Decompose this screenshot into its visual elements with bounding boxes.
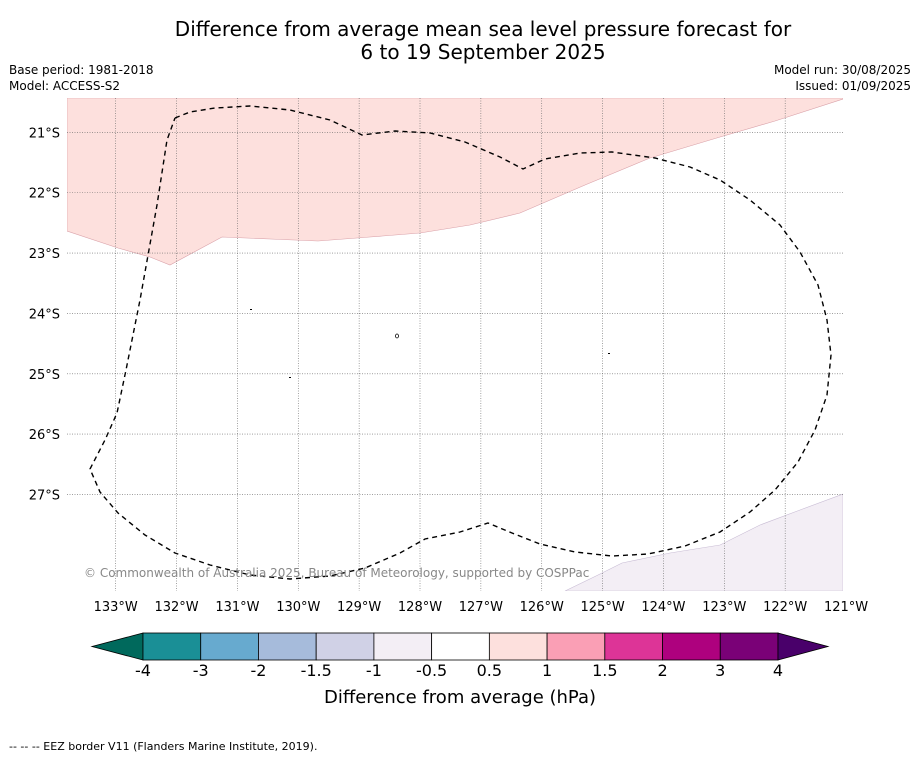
colorbar-tick-labels: -4 -3 -2 -1.5 -1 -0.5 0.5 1 1.5 2 3 4 [135, 661, 783, 680]
longitude-label: 127°W [459, 600, 503, 615]
latitude-label: 26°S [29, 428, 60, 443]
colorbar-cell [662, 632, 721, 661]
model-run: Model run: 30/08/2025 [773, 63, 911, 77]
colorbar-cell [200, 632, 259, 661]
colorbar-tick-label: 1 [542, 661, 552, 680]
model-name: Model: ACCESS-S2 [9, 79, 121, 93]
colorbar-tick-label: -2 [250, 661, 266, 680]
longitude-label: 125°W [581, 600, 625, 615]
colorbar-cell [315, 632, 375, 661]
colorbar-tick-label: -1 [366, 661, 382, 680]
colorbar-tick-label: 4 [773, 661, 783, 680]
eez-footnote: -- -- -- EEZ border V11 (Flanders Marine… [9, 740, 318, 753]
longitude-label: 121°W [824, 600, 868, 615]
latitude-label: 24°S [29, 307, 60, 322]
longitude-label: 131°W [215, 600, 259, 615]
colorbar-cell [373, 632, 433, 661]
island-mark [608, 353, 610, 354]
colorbar-cell [546, 632, 606, 661]
title-line-1: Difference from average mean sea level p… [174, 17, 792, 41]
colorbar-cells [142, 632, 779, 661]
latitude-label: 27°S [29, 488, 60, 503]
metadata-left: Base period: 1981-2018 Model: ACCESS-S2 [9, 62, 154, 94]
colorbar-tick-label: 1.5 [592, 661, 617, 680]
colorbar-tick-label: 0.5 [477, 661, 502, 680]
latitude-label: 25°S [29, 368, 60, 383]
island-mark [289, 377, 291, 378]
colorbar-cell [719, 632, 779, 661]
title-line-2: 6 to 19 September 2025 [360, 40, 606, 64]
longitude-label: 130°W [276, 600, 320, 615]
colorbar-label: Difference from average (hPa) [324, 687, 596, 708]
colorbar-tick-label: -3 [193, 661, 209, 680]
colorbar-cell [258, 632, 317, 661]
island-mark [395, 333, 399, 339]
issued-date: Issued: 01/09/2025 [795, 79, 911, 93]
latitude-label: 21°S [29, 126, 60, 141]
longitude-label: 126°W [520, 600, 564, 615]
longitude-label: 124°W [641, 600, 685, 615]
graticule [67, 98, 843, 591]
longitude-label: 132°W [154, 600, 198, 615]
metadata-right: Model run: 30/08/2025 Issued: 01/09/2025 [774, 62, 911, 94]
base-period: Base period: 1981-2018 [9, 63, 154, 77]
eez-border [89, 105, 832, 580]
colorbar-under-arrow [90, 632, 144, 661]
longitude-label: 129°W [337, 600, 381, 615]
latitude-labels: 21°S 22°S 23°S 24°S 25°S 26°S 27°S [29, 126, 60, 503]
colorbar-cell [604, 632, 663, 661]
colorbar-tick-label: -4 [135, 661, 151, 680]
longitude-label: 122°W [763, 600, 807, 615]
colorbar-over-arrow [777, 632, 830, 661]
colorbar: -4 -3 -2 -1.5 -1 -0.5 0.5 1 1.5 2 3 4 Difference fr… [90, 632, 830, 708]
longitude-label: 133°W [94, 600, 138, 615]
negative-anomaly-region [564, 493, 843, 591]
latitude-label: 23°S [29, 247, 60, 262]
colorbar-tick-label: -1.5 [301, 661, 332, 680]
latitude-label: 22°S [29, 187, 60, 202]
colorbar-cell [142, 632, 202, 661]
small-islands [250, 309, 610, 378]
longitude-labels: 133°W 132°W 131°W 130°W 129°W 128°W 127°W 126°W… [94, 600, 869, 615]
longitude-label: 123°W [702, 600, 746, 615]
longitude-label: 128°W [398, 600, 442, 615]
map-panel: © Commonwealth of Australia 2025, Bureau… [29, 98, 869, 615]
copyright-text: © Commonwealth of Australia 2025, Bureau… [84, 566, 589, 580]
colorbar-cell [488, 632, 548, 661]
colorbar-tick-label: 3 [715, 661, 725, 680]
chart-title: Difference from average mean sea level p… [0, 18, 919, 64]
colorbar-cell [431, 632, 490, 661]
colorbar-tick-label: 2 [657, 661, 667, 680]
island-mark [250, 309, 252, 310]
colorbar-tick-label: -0.5 [416, 661, 447, 680]
